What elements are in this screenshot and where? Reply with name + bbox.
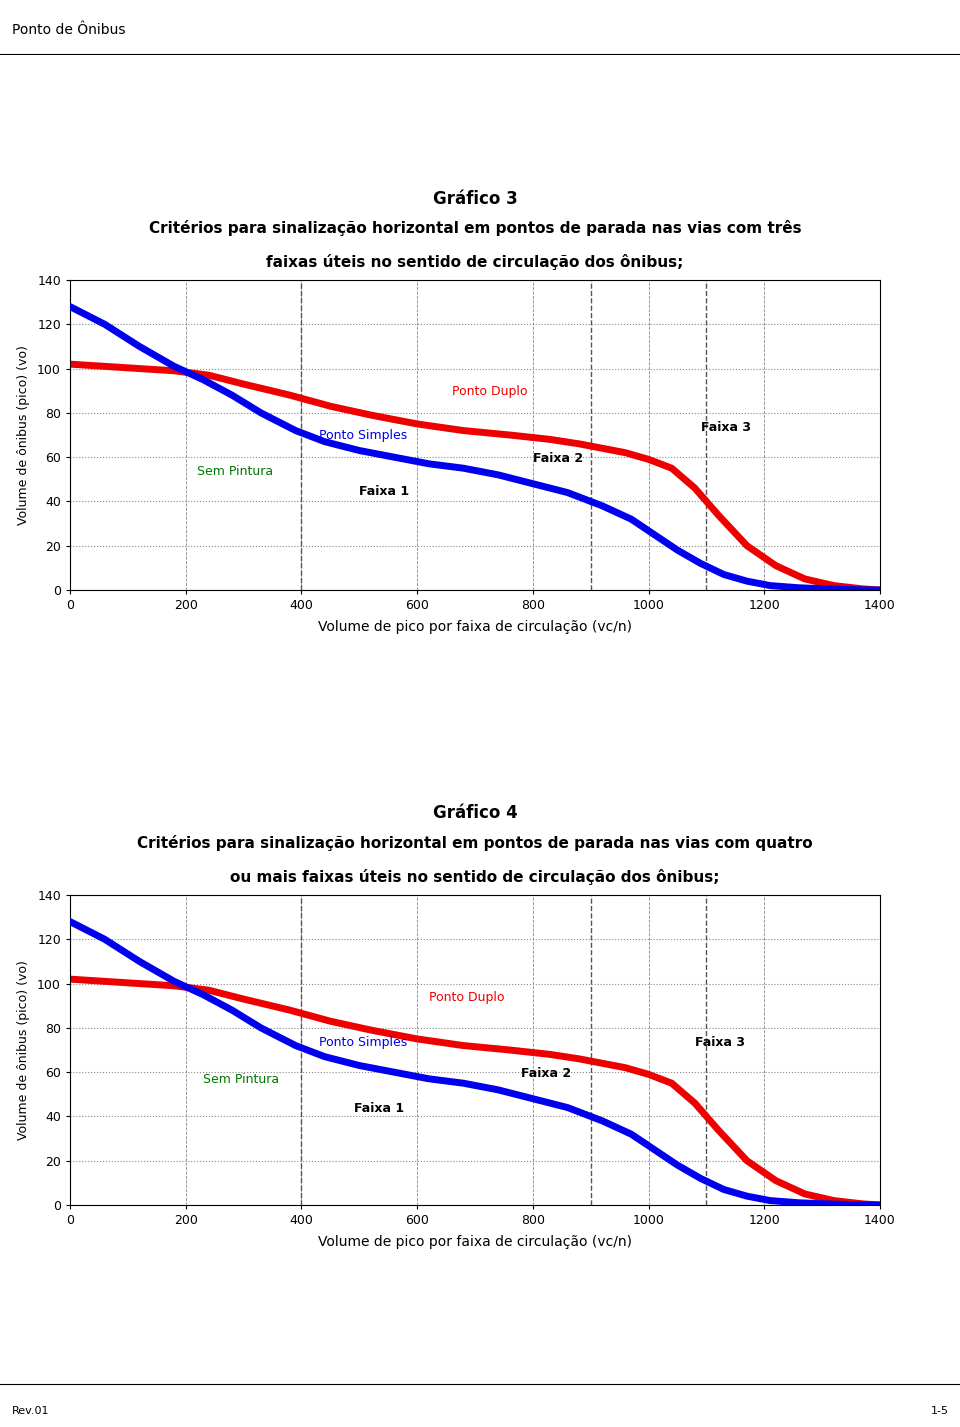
Text: Faixa 3: Faixa 3 — [695, 1036, 745, 1049]
Y-axis label: Volume de ônibus (pico) (vo): Volume de ônibus (pico) (vo) — [17, 960, 30, 1140]
Text: Faixa 1: Faixa 1 — [359, 485, 409, 498]
Text: Gráfico 4: Gráfico 4 — [433, 805, 517, 822]
Text: Ponto Simples: Ponto Simples — [319, 430, 407, 442]
Text: Ponto de Ônibus: Ponto de Ônibus — [12, 23, 125, 37]
X-axis label: Volume de pico por faixa de circulação (vc/n): Volume de pico por faixa de circulação (… — [318, 1236, 632, 1250]
Text: Critérios para sinalização horizontal em pontos de parada nas vias com três: Critérios para sinalização horizontal em… — [149, 220, 802, 235]
Text: Ponto Duplo: Ponto Duplo — [452, 385, 527, 398]
Text: faixas úteis no sentido de circulação dos ônibus;: faixas úteis no sentido de circulação do… — [266, 254, 684, 270]
Text: Faixa 2: Faixa 2 — [533, 451, 583, 465]
Text: ou mais faixas úteis no sentido de circulação dos ônibus;: ou mais faixas úteis no sentido de circu… — [230, 869, 720, 885]
Y-axis label: Volume de ônibus (pico) (vo): Volume de ônibus (pico) (vo) — [17, 345, 30, 525]
Text: Faixa 3: Faixa 3 — [701, 421, 751, 434]
Text: Faixa 2: Faixa 2 — [521, 1066, 571, 1080]
X-axis label: Volume de pico por faixa de circulação (vc/n): Volume de pico por faixa de circulação (… — [318, 621, 632, 635]
Text: 1-5: 1-5 — [930, 1406, 948, 1416]
Text: Faixa 1: Faixa 1 — [353, 1102, 403, 1114]
Text: Ponto Simples: Ponto Simples — [319, 1036, 407, 1049]
Text: Rev.01: Rev.01 — [12, 1406, 49, 1416]
Text: Critérios para sinalização horizontal em pontos de parada nas vias com quatro: Critérios para sinalização horizontal em… — [137, 835, 813, 850]
Text: Gráfico 3: Gráfico 3 — [433, 190, 517, 207]
Text: Sem Pintura: Sem Pintura — [198, 465, 274, 478]
Text: Sem Pintura: Sem Pintura — [204, 1073, 279, 1086]
Text: Ponto Duplo: Ponto Duplo — [429, 992, 504, 1005]
